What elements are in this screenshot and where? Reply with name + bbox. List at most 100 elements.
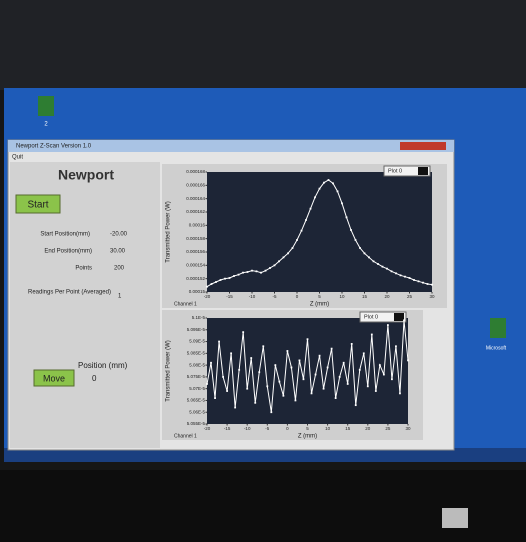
data-point [206, 286, 208, 288]
y-tick-label: 5.07E-5 [189, 386, 205, 391]
x-tick-label: -15 [226, 294, 233, 299]
data-point [355, 404, 357, 406]
data-point [319, 355, 321, 357]
legend-label: Plot 0 [388, 168, 402, 174]
y-tick-label: 0.000158 [186, 236, 205, 241]
data-point [211, 283, 213, 285]
photo: 2 Microsoft Newport Z-Scan Version 1.0 Q… [0, 0, 526, 542]
x-tick-label: 15 [345, 426, 351, 431]
data-point [409, 277, 411, 279]
data-point [383, 374, 385, 376]
x-axis-title: Z (mm) [298, 434, 317, 440]
y-tick-label: 0.00016 [189, 223, 206, 228]
data-point [295, 400, 297, 402]
data-point [283, 256, 285, 258]
y-tick-label: 5.08E-5 [189, 362, 205, 367]
data-point [287, 252, 289, 254]
data-point [215, 281, 217, 283]
desktop-icon [490, 318, 506, 338]
data-point [206, 383, 208, 385]
data-point [230, 352, 232, 354]
label: Readings Per Point (Averaged) [28, 290, 111, 296]
data-point [256, 270, 258, 272]
data-point [287, 350, 289, 352]
data-point [328, 179, 330, 181]
page: 2 Microsoft Newport Z-Scan Version 1.0 Q… [0, 0, 526, 542]
x-tick-label: -20 [204, 294, 211, 299]
y-tick-label: 0.000152 [186, 276, 205, 281]
data-point [246, 388, 248, 390]
y-tick-label: 0.000166 [186, 183, 205, 188]
data-point [296, 239, 298, 241]
data-point [319, 188, 321, 190]
data-point [278, 381, 280, 383]
x-tick-label: -20 [204, 426, 211, 431]
label: Start Position(mm) [40, 232, 90, 238]
data-point [254, 402, 256, 404]
data-point [339, 376, 341, 378]
channel-label: Channel 1 [174, 301, 197, 307]
input[interactable]: -20.00 [110, 232, 128, 238]
data-point [343, 362, 345, 364]
data-point [359, 247, 361, 249]
x-tick-label: 20 [384, 294, 390, 299]
data-point [379, 364, 381, 366]
data-point [250, 357, 252, 359]
data-point [291, 367, 293, 369]
data-point [214, 397, 216, 399]
data-point [238, 274, 240, 276]
y-tick-label: 5.09E-5 [189, 339, 205, 344]
data-point [218, 341, 220, 343]
desktop-icon [38, 96, 54, 116]
data-point [278, 260, 280, 262]
data-point [355, 239, 357, 241]
data-point [323, 182, 325, 184]
x-tick-label: 25 [385, 426, 391, 431]
data-point [258, 371, 260, 373]
data-point [367, 385, 369, 387]
data-point [226, 390, 228, 392]
menu-quit[interactable]: Quit [12, 155, 23, 161]
data-point [403, 319, 405, 321]
data-point [262, 345, 264, 347]
x-tick-label: 30 [429, 294, 435, 299]
data-point [404, 276, 406, 278]
data-point [292, 247, 294, 249]
data-point [431, 284, 433, 286]
input[interactable]: 0 [92, 374, 97, 383]
x-tick-label: 15 [362, 294, 368, 299]
label: Points [75, 266, 92, 272]
input[interactable]: 200 [114, 266, 125, 272]
move-label[interactable]: Move [43, 373, 65, 383]
data-point [229, 277, 231, 279]
data-point [238, 369, 240, 371]
data-point [373, 260, 375, 262]
y-tick-label: 0.000168 [186, 169, 205, 174]
y-tick-label: 0.000164 [186, 196, 205, 201]
data-point [400, 274, 402, 276]
window-buttons[interactable] [400, 142, 446, 150]
data-point [233, 275, 235, 277]
x-tick-label: 30 [405, 426, 411, 431]
bezel-top [0, 0, 526, 90]
data-point [251, 270, 253, 272]
data-point [269, 267, 271, 269]
data-point [422, 282, 424, 284]
data-point [347, 383, 349, 385]
data-point [427, 283, 429, 285]
data-point [337, 190, 339, 192]
data-point [375, 390, 377, 392]
data-point [247, 271, 249, 273]
y-tick-label: 5.065E-5 [187, 398, 206, 403]
data-point [311, 392, 313, 394]
y-axis-title: Transmitted Power (W) [166, 201, 172, 262]
input[interactable]: 30.00 [110, 249, 126, 255]
data-point [327, 367, 329, 369]
label: Position (mm) [78, 361, 128, 370]
data-point [270, 411, 272, 413]
y-axis-title: Transmitted Power (W) [166, 340, 172, 401]
data-point [315, 374, 317, 376]
start-label[interactable]: Start [27, 200, 48, 211]
x-tick-label: -15 [224, 426, 231, 431]
y-tick-label: 0.000156 [186, 249, 205, 254]
